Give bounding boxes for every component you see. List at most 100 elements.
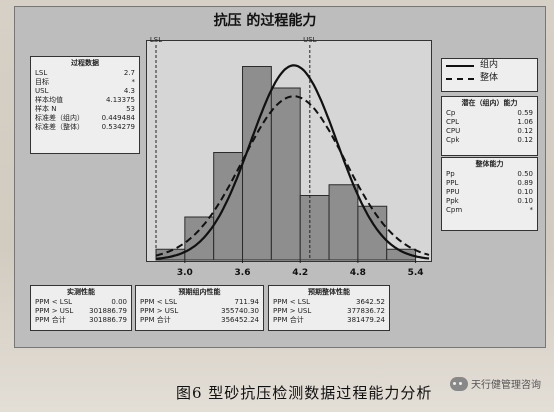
stat-value: 381479.24 <box>347 316 385 324</box>
stat-label: 标准差（组内） <box>35 114 84 122</box>
histogram-bar <box>299 195 330 261</box>
observed-performance-box: 实测性能 PPM < LSL 0.00 PPM > USL 301886.79 PPM … <box>30 285 132 331</box>
stat-value: 356452.24 <box>221 316 259 324</box>
stat-value: 1.06 <box>517 118 533 126</box>
overall-curve <box>155 95 430 257</box>
observed-performance-title: 实测性能 <box>67 288 95 296</box>
stat-value: 0.10 <box>517 197 533 205</box>
stat-value: 2.7 <box>123 69 135 77</box>
overall-capability-box: 整体能力 Pp 0.50 PPL 0.89 PPU 0.10 Ppk 0.10 Cpm * <box>441 157 538 231</box>
expected-overall-rows: PPM < LSL 3642.52 PPM > USL 377836.72 PPM 合计… <box>269 298 389 325</box>
stat-label: CPL <box>446 118 460 126</box>
stat-label: PPM 合计 <box>35 316 66 324</box>
stat-row: PPL 0.89 <box>442 179 537 188</box>
stat-label: USL <box>35 87 49 95</box>
stat-label: PPU <box>446 188 460 196</box>
overall-capability-title: 整体能力 <box>475 160 504 168</box>
legend-item-within: 组内 <box>442 59 537 72</box>
stat-value: 377836.72 <box>347 307 385 315</box>
x-tick-label: 5.4 <box>408 268 424 278</box>
expected-within-rows: PPM < LSL 711.94 PPM > USL 355740.30 PPM 合计 3… <box>136 298 263 325</box>
stat-label: PPM > USL <box>140 307 179 315</box>
legend-label-overall: 整体 <box>480 73 499 83</box>
stat-label: Pp <box>446 170 455 178</box>
stat-row: PPM < LSL 711.94 <box>136 298 263 307</box>
within-capability-title: 潜在（组内）能力 <box>461 99 518 107</box>
solid-line-swatch <box>446 64 474 67</box>
x-tick-label: 3.6 <box>235 268 251 278</box>
histogram-bar <box>270 87 301 261</box>
stat-value: 0.10 <box>517 188 533 196</box>
x-tick-label: 3.0 <box>177 268 193 278</box>
stat-value: 4.13375 <box>106 96 135 104</box>
histogram-bar <box>357 205 388 261</box>
stat-row: PPM > USL 377836.72 <box>269 307 389 316</box>
stat-row: 标准差（整体） 0.534279 <box>31 123 139 132</box>
stat-value: 4.3 <box>123 87 135 95</box>
figure-caption-area: 图6 型砂抗压检测数据过程能力分析 <box>0 382 554 406</box>
expected-overall-title: 预期整体性能 <box>308 288 350 296</box>
figure-caption: 图6 型砂抗压检测数据过程能力分析 <box>176 384 433 402</box>
watermark: 天行健管理咨询 <box>450 376 541 391</box>
stat-value: 301886.79 <box>89 307 127 315</box>
stat-row: 目标 * <box>31 78 139 87</box>
stat-label: Cpk <box>446 136 460 144</box>
stat-row: Pp 0.50 <box>442 170 537 179</box>
stat-row: 样本均值 4.13375 <box>31 96 139 105</box>
stat-label: PPL <box>446 179 459 187</box>
stat-label: PPM 合计 <box>140 316 171 324</box>
stat-label: Ppk <box>446 197 459 205</box>
expected-overall-box: 预期整体性能 PPM < LSL 3642.52 PPM > USL 377836.7… <box>268 285 390 331</box>
stat-row: CPL 1.06 <box>442 118 537 127</box>
stat-label: 样本 N <box>35 105 57 113</box>
stat-label: Cp <box>446 109 456 117</box>
within-curve <box>155 64 430 260</box>
stat-label: 样本均值 <box>35 96 63 104</box>
stat-label: CPU <box>446 127 461 135</box>
stat-value: 301886.79 <box>89 316 127 324</box>
histogram-bar <box>386 248 417 261</box>
stat-row: 标准差（组内） 0.449484 <box>31 114 139 123</box>
stat-value: 0.00 <box>111 298 127 306</box>
stat-row: PPM 合计 381479.24 <box>269 316 389 325</box>
stat-value: 0.89 <box>517 179 533 187</box>
stat-value: 0.12 <box>517 136 533 144</box>
stat-value: 0.50 <box>517 170 533 178</box>
stat-label: Cpm <box>446 206 463 214</box>
x-tick-label: 4.8 <box>350 268 366 278</box>
usl-label: USL <box>303 36 317 44</box>
dashed-line-swatch <box>446 77 474 80</box>
stat-row: PPM > USL 355740.30 <box>136 307 263 316</box>
stat-row: PPM > USL 301886.79 <box>31 307 131 316</box>
stat-label: PPM 合计 <box>273 316 304 324</box>
stat-row: LSL 2.7 <box>31 69 139 78</box>
stat-value: 711.94 <box>234 298 260 306</box>
overall-capability-rows: Pp 0.50 PPL 0.89 PPU 0.10 Ppk 0.10 Cpm * <box>442 170 537 215</box>
stat-row: Cpk 0.12 <box>442 136 537 145</box>
stat-row: PPM 合计 356452.24 <box>136 316 263 325</box>
expected-within-title: 预期组内性能 <box>178 288 221 296</box>
stat-value: * <box>131 78 136 86</box>
expected-within-box: 预期组内性能 PPM < LSL 711.94 PPM > USL 355740.30… <box>135 285 264 331</box>
stat-value: 0.59 <box>517 109 533 117</box>
stat-value: 0.12 <box>517 127 533 135</box>
legend-item-overall: 整体 <box>442 72 537 85</box>
stat-value: 355740.30 <box>221 307 259 315</box>
chart-title: 抗压 的过程能力 <box>213 13 317 29</box>
stat-row: PPM < LSL 3642.52 <box>269 298 389 307</box>
within-capability-box: 潜在（组内）能力 Cp 0.59 CPL 1.06 CPU 0.12 Cpk 0.12 <box>441 96 538 156</box>
stat-row: PPM 合计 301886.79 <box>31 316 131 325</box>
x-tick-label: 4.2 <box>292 268 308 278</box>
legend: 组内 整体 <box>441 58 538 92</box>
stat-label: PPM < LSL <box>273 298 311 306</box>
stat-label: PPM > USL <box>35 307 74 315</box>
stat-row: PPU 0.10 <box>442 188 537 197</box>
stat-row: Cpm * <box>442 206 537 215</box>
stat-row: Ppk 0.10 <box>442 197 537 206</box>
histogram-bar <box>328 184 359 261</box>
stat-label: 目标 <box>35 78 49 86</box>
stat-label: 标准差（整体） <box>35 123 84 131</box>
stat-row: PPM < LSL 0.00 <box>31 298 131 307</box>
lsl-label: LSL <box>150 36 162 44</box>
